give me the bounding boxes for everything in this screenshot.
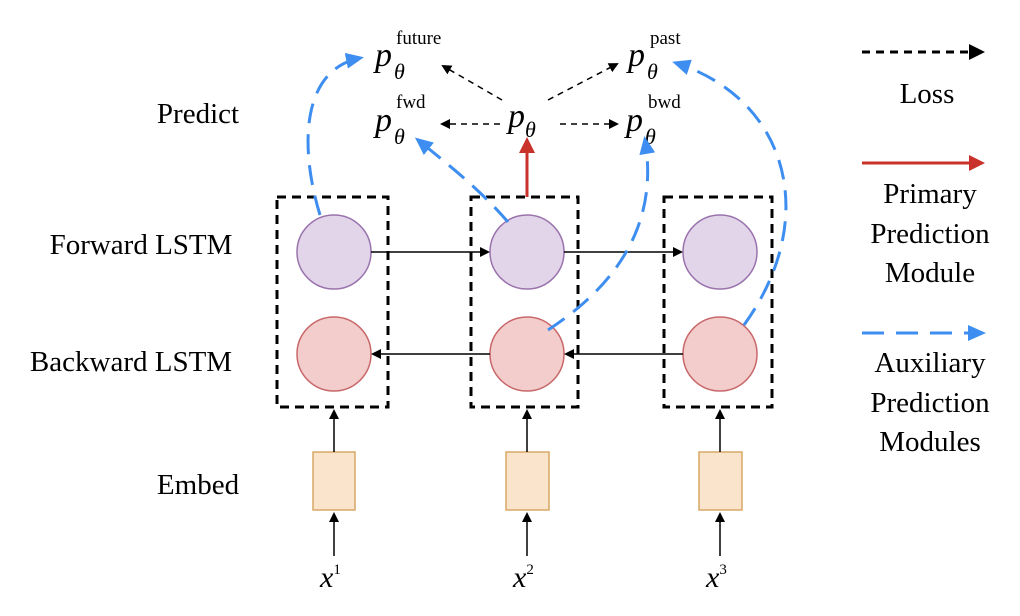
legend-aux-line-1: Auxiliary (874, 347, 986, 379)
loss-arrow-to-future (443, 66, 502, 100)
input-x1: x1 (319, 561, 341, 594)
head-p-bwd-sup: bwd (648, 92, 681, 113)
input-x3: x3 (705, 561, 727, 594)
forward-lstm-cell-2 (490, 215, 564, 289)
head-p-fwd: p (373, 102, 392, 139)
legend-aux-line-2: Prediction (870, 387, 990, 419)
backward-lstm-cell-1 (297, 317, 371, 391)
legend-primary-line-1: Primary (883, 178, 977, 210)
forward-lstm-cell-3 (683, 215, 757, 289)
head-p-future-sub: θ (394, 59, 405, 84)
loss-arrow-to-past (548, 64, 617, 100)
backward-lstm-cell-3 (683, 317, 757, 391)
embed-box-3 (699, 452, 742, 510)
head-p-future-sup: future (396, 28, 441, 49)
head-p-fwd-sup: fwd (396, 92, 426, 113)
legend-aux-line-3: Modules (879, 426, 981, 458)
head-p-past-sup: past (650, 28, 681, 49)
head-p-fwd-sub: θ (394, 124, 405, 149)
head-p-bwd: p (624, 102, 643, 139)
head-p-past-sub: θ (647, 59, 658, 84)
legend-primary-line-2: Prediction (870, 218, 990, 250)
head-p-future: p (373, 37, 392, 74)
row-label-predict: Predict (157, 98, 239, 130)
head-p-past: p (626, 37, 645, 74)
aux-arrow-to-fwd (418, 140, 508, 222)
row-label-forward-lstm: Forward LSTM (50, 229, 233, 261)
legend-loss-label: Loss (900, 78, 955, 110)
embed-box-2 (506, 452, 549, 510)
legend-primary-line-3: Module (885, 257, 975, 289)
forward-lstm-cell-1 (297, 215, 371, 289)
row-label-backward-lstm: Backward LSTM (30, 346, 232, 378)
row-label-embed: Embed (157, 469, 240, 501)
primary-head-p-theta: pθ (506, 98, 536, 142)
aux-arrow-to-future (308, 58, 360, 215)
embed-box-1 (313, 452, 355, 510)
aux-arrow-to-bwd (548, 140, 648, 330)
input-x2: x2 (512, 561, 534, 594)
